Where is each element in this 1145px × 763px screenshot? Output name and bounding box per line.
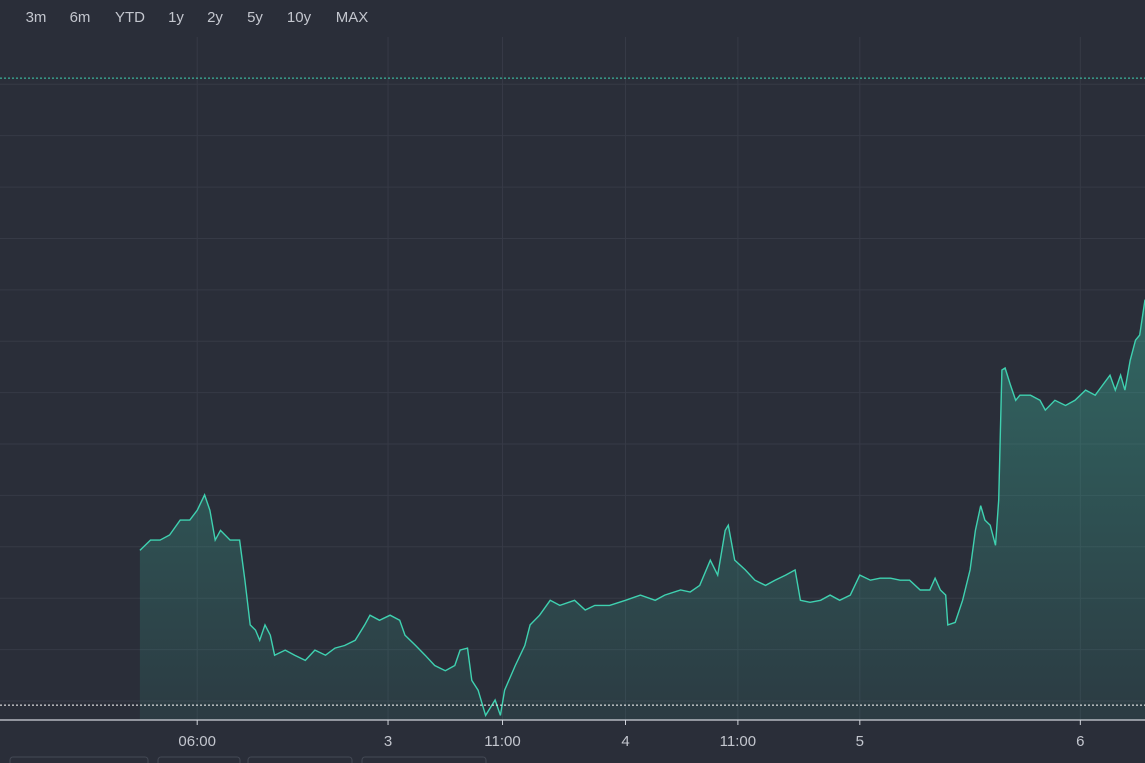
range-button[interactable]: 6m — [70, 9, 91, 26]
price-line — [139, 299, 1145, 718]
x-tick-label: 5 — [856, 733, 864, 750]
bottom-tab — [9, 756, 149, 763]
bottom-tab — [361, 756, 487, 763]
x-tick-label: 06:00 — [178, 733, 216, 750]
range-button[interactable]: MAX — [336, 9, 369, 26]
range-button[interactable]: 3m — [26, 9, 47, 26]
x-tick-label: 11:00 — [720, 733, 756, 750]
area-fill — [139, 299, 1145, 720]
plot — [0, 77, 1145, 720]
x-tick-label: 6 — [1076, 733, 1084, 750]
range-button[interactable]: 2y — [207, 9, 223, 26]
bottom-tab — [247, 756, 353, 763]
x-axis: 06:00 3 11:00 4 11:00 5 6 — [0, 719, 1145, 750]
range-button[interactable]: 1y — [168, 9, 184, 26]
x-tick-label: 11:00 — [484, 733, 520, 750]
bottom-tab — [157, 756, 241, 763]
x-tick-label: 4 — [621, 733, 629, 750]
range-buttons: 3m 6m YTD 1y 2y 5y 10y MAX — [26, 9, 369, 26]
x-tick-label: 3 — [384, 733, 392, 750]
range-button[interactable]: 5y — [247, 9, 263, 26]
range-button[interactable]: YTD — [115, 9, 145, 26]
range-button[interactable]: 10y — [287, 9, 312, 26]
